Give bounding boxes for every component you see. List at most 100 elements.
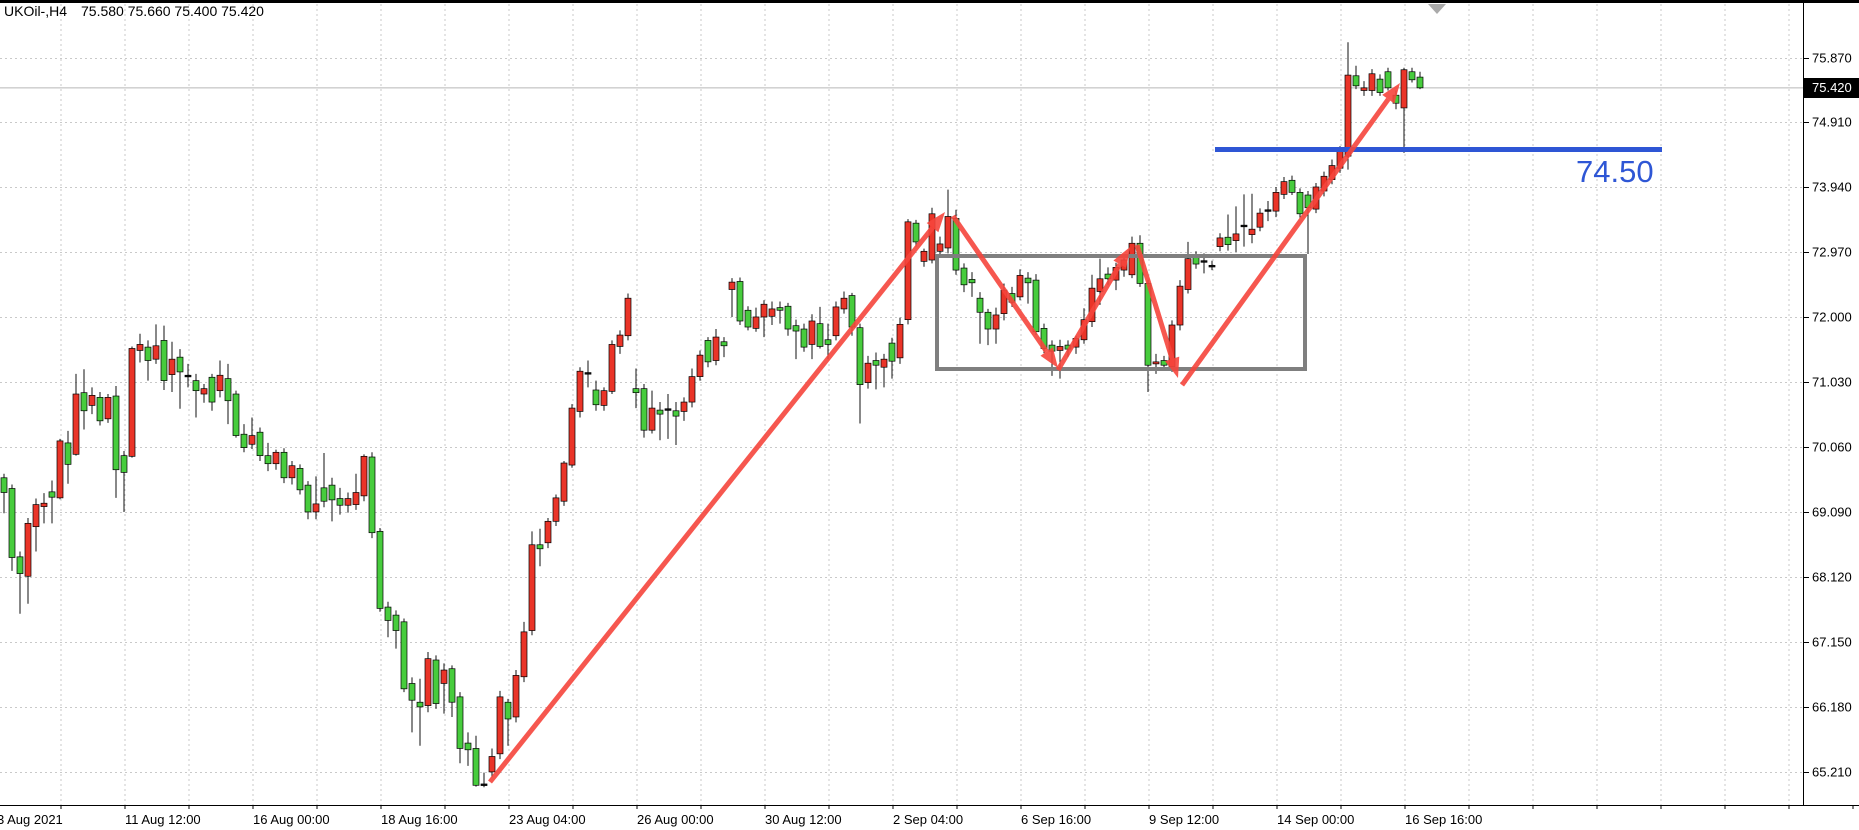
candle-body	[1056, 346, 1064, 351]
price-axis-label: 67.150	[1812, 634, 1852, 650]
trend-arrow-head[interactable]	[926, 212, 945, 233]
candle-body	[456, 696, 464, 749]
candle-body	[152, 345, 160, 360]
trend-arrow-shaft[interactable]	[488, 226, 935, 784]
candle-body	[992, 314, 1000, 330]
candle-body	[88, 395, 96, 406]
candle-body	[288, 465, 296, 479]
candle-body	[1176, 285, 1184, 326]
candle-body	[80, 392, 88, 412]
candle-body	[640, 388, 648, 431]
price-axis-label: 71.030	[1812, 374, 1852, 390]
candle-body	[1200, 260, 1208, 263]
candle-body	[160, 340, 168, 381]
candle-body	[984, 311, 992, 330]
candle-body	[464, 742, 472, 751]
candle-body	[1344, 74, 1352, 157]
candle-body	[1152, 361, 1160, 365]
trend-arrow-shaft[interactable]	[1134, 244, 1175, 360]
trend-arrow-head[interactable]	[1164, 356, 1180, 378]
candle-body	[304, 484, 312, 513]
candle-body	[448, 668, 456, 703]
candle-body	[336, 498, 344, 506]
candle-body	[944, 216, 952, 249]
candle-body	[664, 408, 672, 411]
candle-body	[872, 360, 880, 366]
candle-body	[912, 222, 920, 243]
candle-body	[576, 370, 584, 412]
candle-body	[344, 498, 352, 506]
candle-body	[184, 374, 192, 378]
price-axis-label: 75.870	[1812, 50, 1852, 66]
candle-body	[1224, 236, 1232, 245]
candle-body	[536, 544, 544, 550]
time-axis-label: 18 Aug 16:00	[381, 812, 458, 827]
candle-body	[816, 323, 824, 347]
candle-body	[696, 354, 704, 377]
candle-body	[312, 503, 320, 513]
candle-body	[408, 683, 416, 701]
candle-body	[624, 297, 632, 337]
current-price-value: 75.420	[1812, 79, 1852, 95]
candle-body	[1352, 75, 1360, 87]
candle-body	[1360, 87, 1368, 91]
candle-body	[480, 783, 488, 786]
candle-body	[896, 323, 904, 359]
time-axis-label: 6 Sep 16:00	[1021, 812, 1092, 827]
candle-body	[16, 556, 24, 574]
time-axis-label: 11 Aug 12:00	[125, 812, 201, 827]
price-axis-label: 69.090	[1812, 504, 1852, 520]
support-level-label[interactable]: 74.50	[1576, 154, 1654, 189]
candle-body	[432, 659, 440, 704]
candle-body	[1184, 258, 1192, 290]
trend-arrow-head[interactable]	[1040, 347, 1058, 368]
candle-body	[1240, 224, 1248, 228]
candle-body	[224, 378, 232, 402]
time-axis-label: 14 Sep 00:00	[1277, 812, 1355, 827]
candle-body	[112, 395, 120, 471]
candle-body	[736, 281, 744, 322]
candle-body	[800, 328, 808, 348]
candle-body	[680, 401, 688, 412]
time-axis-label: 16 Aug 00:00	[253, 812, 330, 827]
price-axis-label: 73.940	[1812, 179, 1852, 195]
candle-body	[240, 433, 248, 448]
trend-arrow-head[interactable]	[1113, 247, 1130, 269]
candle-body	[920, 250, 928, 262]
candle-body	[144, 346, 152, 361]
candle-body	[792, 325, 800, 332]
candle-body	[8, 488, 16, 558]
time-axis-label: 30 Aug 12:00	[765, 812, 842, 827]
candle-body	[120, 455, 128, 473]
candle-body	[1232, 233, 1240, 241]
price-axis-label: 72.970	[1812, 244, 1852, 260]
candle-body	[688, 376, 696, 403]
candle-body	[528, 544, 536, 631]
candle-body	[1096, 278, 1104, 292]
candle-body	[24, 522, 32, 577]
time-axis-label: 3 Aug 2021	[0, 812, 63, 827]
candle-body	[216, 374, 224, 392]
candle-body	[840, 297, 848, 310]
time-axis-label: 9 Sep 12:00	[1149, 812, 1220, 827]
trend-arrow-shaft[interactable]	[1055, 262, 1123, 372]
trend-arrow-head[interactable]	[1382, 83, 1400, 104]
candle-body	[520, 631, 528, 678]
candle-body	[784, 305, 792, 330]
current-price-box: 75.420	[1804, 77, 1859, 98]
candle-body	[752, 316, 760, 329]
candle-body	[320, 487, 328, 502]
candle-body	[128, 348, 136, 457]
candle-body	[1264, 209, 1272, 212]
trend-arrow-shaft[interactable]	[950, 214, 1049, 353]
trend-arrow-shaft[interactable]	[1179, 97, 1391, 387]
candle-body	[392, 614, 400, 631]
candle-body	[1280, 181, 1288, 195]
candle-body	[552, 497, 560, 522]
candle-body	[1248, 228, 1256, 235]
candle-body	[968, 279, 976, 284]
candle-body	[1408, 71, 1416, 81]
candle-body	[1288, 179, 1296, 193]
